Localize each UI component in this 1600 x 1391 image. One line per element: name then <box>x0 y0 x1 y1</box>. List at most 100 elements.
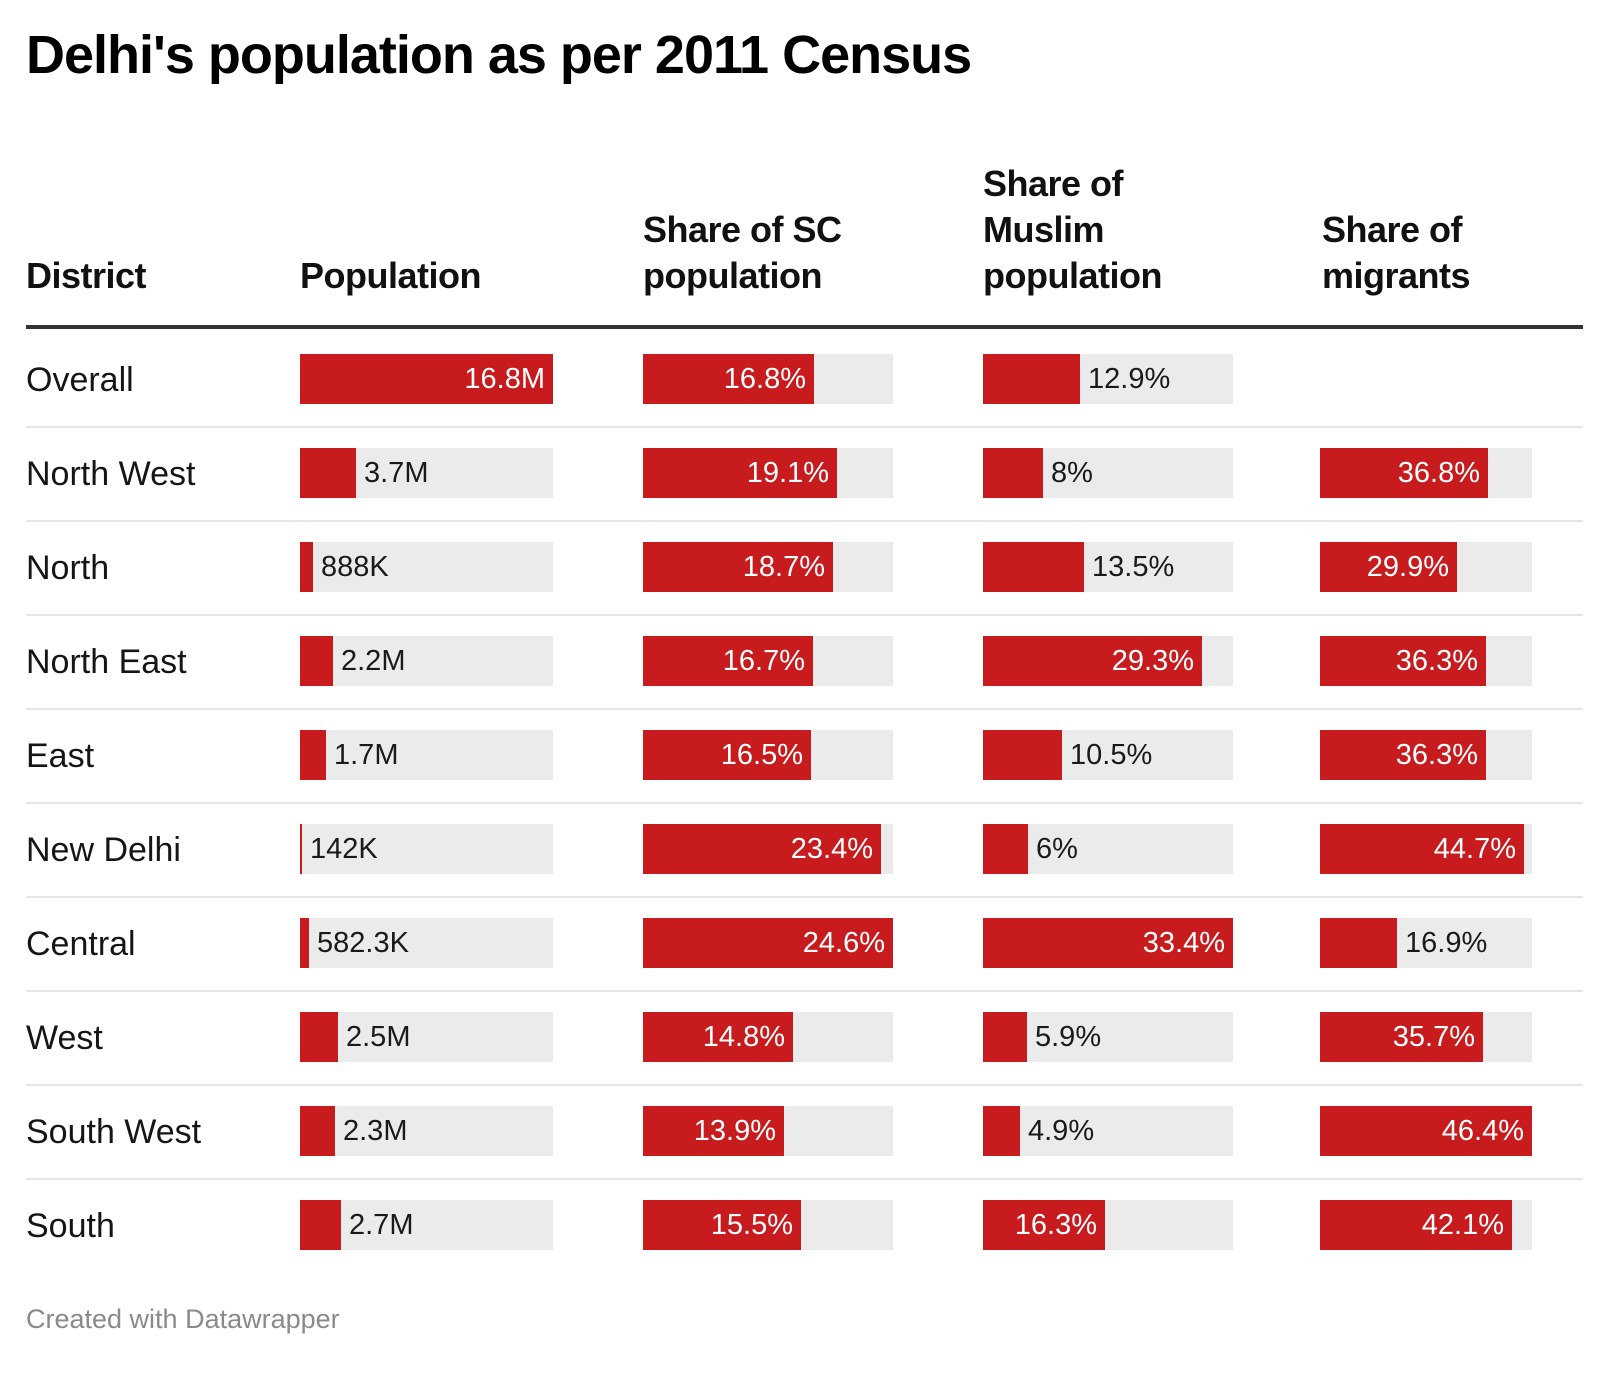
population-bar <box>300 918 309 968</box>
sc-value-label: 19.1% <box>746 457 829 489</box>
table-row[interactable]: West 2.5M 14.8% 5.9% 35.7% <box>26 990 1583 1086</box>
population-value-label: 16.8M <box>464 363 545 395</box>
sc-cell: 18.7% <box>643 542 893 592</box>
sc-value-label: 14.8% <box>702 1021 785 1053</box>
migrants-cell: 36.3% <box>1320 730 1532 780</box>
population-value-label: 1.7M <box>334 739 399 771</box>
population-bar <box>300 1106 335 1156</box>
table-row[interactable]: New Delhi 142K 23.4% 6% 44.7% <box>26 802 1583 898</box>
row-separator <box>26 426 1583 428</box>
table-row[interactable]: South 2.7M 15.5% 16.3% 42.1% <box>26 1178 1583 1274</box>
migrants-bar <box>1320 636 1486 686</box>
sc-value-label: 24.6% <box>802 927 885 959</box>
table-row[interactable]: Central 582.3K 24.6% 33.4% 16.9% <box>26 896 1583 992</box>
muslim-cell: 33.4% <box>983 918 1233 968</box>
migrants-bar <box>1320 730 1486 780</box>
header-rule <box>26 325 1583 329</box>
row-separator <box>26 708 1583 710</box>
population-cell: 3.7M <box>300 448 553 498</box>
sc-bar <box>643 354 814 404</box>
population-cell: 1.7M <box>300 730 553 780</box>
header-sc-line: population <box>643 255 822 296</box>
header-district[interactable]: District <box>26 253 147 299</box>
district-name: South West <box>26 1113 202 1151</box>
muslim-value-label: 6% <box>1036 833 1078 865</box>
population-cell: 2.2M <box>300 636 553 686</box>
muslim-cell: 5.9% <box>983 1012 1233 1062</box>
muslim-value-label: 5.9% <box>1035 1021 1102 1053</box>
muslim-cell: 13.5% <box>983 542 1233 592</box>
muslim-cell: 4.9% <box>983 1106 1233 1156</box>
sc-bar <box>643 824 881 874</box>
migrants-cell: 16.9% <box>1320 918 1532 968</box>
header-muslim[interactable]: Share of Muslim population <box>983 161 1162 299</box>
migrants-bar <box>1320 448 1488 498</box>
header-population[interactable]: Population <box>300 253 481 299</box>
row-separator <box>26 802 1583 804</box>
migrants-value-label: 35.7% <box>1392 1021 1475 1053</box>
population-bar <box>300 1200 341 1250</box>
sc-bar <box>643 1106 784 1156</box>
population-bar <box>300 542 313 592</box>
header-sc[interactable]: Share of SC population <box>643 207 842 299</box>
population-value-label: 2.7M <box>349 1209 414 1241</box>
population-value-label: 888K <box>321 551 389 583</box>
muslim-cell: 16.3% <box>983 1200 1233 1250</box>
row-separator <box>26 896 1583 898</box>
muslim-bar <box>983 918 1233 968</box>
migrants-value-label: 36.8% <box>1397 457 1480 489</box>
table-row[interactable]: North East 2.2M 16.7% 29.3% 36.3% <box>26 614 1583 710</box>
muslim-bar <box>983 1106 1020 1156</box>
table-row[interactable]: North 888K 18.7% 13.5% 29.9% <box>26 520 1583 616</box>
migrants-cell: 46.4% <box>1320 1106 1532 1156</box>
sc-value-label: 15.5% <box>710 1209 793 1241</box>
row-separator <box>26 1084 1583 1086</box>
sc-cell: 23.4% <box>643 824 893 874</box>
population-cell: 888K <box>300 542 553 592</box>
sc-cell: 16.5% <box>643 730 893 780</box>
migrants-cell: 36.3% <box>1320 636 1532 686</box>
sc-value-label: 13.9% <box>693 1115 776 1147</box>
header-district-label: District <box>26 255 147 296</box>
muslim-cell: 10.5% <box>983 730 1233 780</box>
migrants-value-label: 36.3% <box>1395 645 1478 677</box>
table-row[interactable]: North West 3.7M 19.1% 8% 36.8% <box>26 426 1583 522</box>
population-cell: 2.7M <box>300 1200 553 1250</box>
population-bar <box>300 824 302 874</box>
muslim-bar <box>983 448 1043 498</box>
header-migrants[interactable]: Share of migrants <box>1322 207 1471 299</box>
population-bar <box>300 1012 338 1062</box>
population-cell: 142K <box>300 824 553 874</box>
table-row[interactable]: South West 2.3M 13.9% 4.9% 46.4% <box>26 1084 1583 1180</box>
muslim-bar <box>983 354 1080 404</box>
muslim-value-label: 8% <box>1051 457 1093 489</box>
migrants-cell: 42.1% <box>1320 1200 1532 1250</box>
muslim-bar <box>983 1012 1027 1062</box>
muslim-cell: 8% <box>983 448 1233 498</box>
header-muslim-line: Muslim <box>983 209 1105 250</box>
muslim-value-label: 33.4% <box>1142 927 1225 959</box>
migrants-cell: 29.9% <box>1320 542 1532 592</box>
population-value-label: 2.2M <box>341 645 406 677</box>
sc-bar <box>643 918 893 968</box>
migrants-value-label: 46.4% <box>1441 1115 1524 1147</box>
muslim-bar <box>983 824 1028 874</box>
district-name: East <box>26 737 95 775</box>
muslim-cell: 29.3% <box>983 636 1233 686</box>
district-name: North West <box>26 455 196 493</box>
chart-title: Delhi's population as per 2011 Census <box>26 25 972 85</box>
population-cell: 582.3K <box>300 918 553 968</box>
header-muslim-line: Share of <box>983 163 1124 204</box>
muslim-value-label: 16.3% <box>1014 1209 1097 1241</box>
row-separator <box>26 614 1583 616</box>
sc-value-label: 16.5% <box>720 739 803 771</box>
muslim-value-label: 13.5% <box>1092 551 1175 583</box>
table-row[interactable]: Overall 16.8M 16.8% 12.9% <box>26 332 1583 428</box>
district-name: North East <box>26 643 187 681</box>
migrants-bar <box>1320 1106 1532 1156</box>
migrants-value-label: 29.9% <box>1366 551 1449 583</box>
sc-bar <box>643 730 811 780</box>
muslim-value-label: 4.9% <box>1028 1115 1095 1147</box>
population-value-label: 2.3M <box>343 1115 408 1147</box>
table-row[interactable]: East 1.7M 16.5% 10.5% 36.3% <box>26 708 1583 804</box>
